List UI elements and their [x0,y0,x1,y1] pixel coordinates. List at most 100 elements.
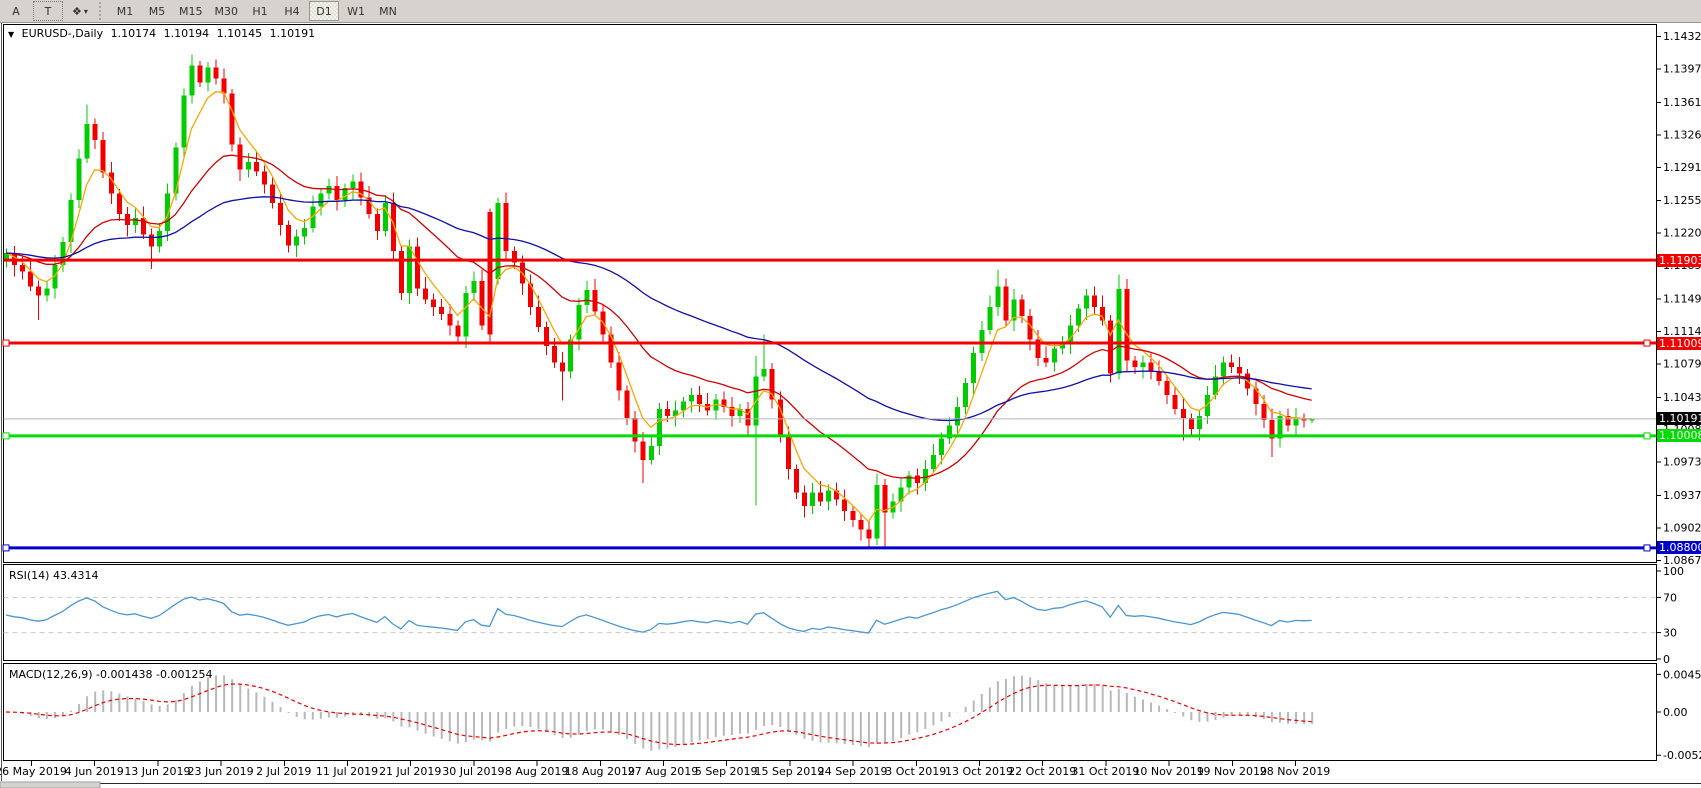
rsi-pane [3,564,1657,661]
candle-body [1293,418,1299,426]
candle-body [100,139,106,173]
ma-slow-line[interactable] [5,196,1312,422]
timeframe-button-d1[interactable]: D1 [309,1,339,21]
candle-body [278,202,284,226]
candle-body [116,193,122,215]
candle-body [1164,380,1170,395]
candle-body [584,290,590,305]
ma-fast-line[interactable] [5,91,1312,523]
moving-averages-layer [5,91,1312,523]
time-axis-label: 2 Jul 2019 [256,765,311,778]
candle-body [1253,388,1259,405]
time-axis-label: 26 May 2019 [0,765,67,778]
rsi-label: RSI(14) 43.4314 [9,569,99,582]
shapes-tool[interactable]: ❖ ▾ [72,4,88,18]
candle-body [1140,362,1146,368]
time-axis-label: 4 Jun 2019 [65,765,124,778]
collapse-arrow-icon[interactable]: ▼ [8,30,15,39]
candle-body [390,202,396,252]
price-axis-label: 1.11140 [1663,325,1701,338]
time-axis-label: 28 Nov 2019 [1260,765,1330,778]
candle-body [431,299,437,307]
candle-body [1003,286,1009,321]
hline-price-label: 1.11903 [1657,253,1701,267]
candle-body [1035,339,1041,358]
macd-layer: 0.004536 0.00 -0.005205 [5,668,1701,762]
candle-body [1172,394,1178,409]
toolbar: A T ❖ ▾ M1 M5 M15 M30 H1 H4 D1 W1 MN [0,0,1701,23]
candle-body [165,193,171,231]
candle-body [423,288,429,300]
candle-body [769,368,775,400]
candle-body [818,492,824,502]
candle-body [664,408,670,417]
candle-body [1309,418,1315,421]
timeframe-button-m1[interactable]: M1 [116,4,134,18]
candle-body [1196,416,1202,430]
rsi-line[interactable] [5,590,1312,634]
timeframe-button-m15[interactable]: M15 [179,4,203,18]
candle-body [971,353,977,383]
timeframe-button-h1[interactable]: H1 [252,4,268,18]
time-axis-label: 23 Jun 2019 [188,765,254,778]
timeframe-button-m5[interactable]: M5 [148,4,166,18]
price-axis-label: 1.09020 [1663,522,1701,535]
candle-body [463,292,469,337]
timeframe-button-m30[interactable]: M30 [214,4,239,18]
low-value: 1.10145 [216,27,263,40]
candle-body [28,271,34,287]
price-axis-label: 1.14320 [1663,30,1701,43]
price-axis: 1.14320 1.13970 1.13610 1.13260 1.12910 1.125… [1656,30,1701,567]
candle-body [269,184,275,203]
candle-body [382,202,388,231]
cursor-tool[interactable]: A [12,4,20,18]
candle-body [834,490,840,500]
candle-body [398,251,404,293]
candle-body [906,475,912,488]
price-axis-label: 1.11490 [1663,292,1701,305]
hline-handle[interactable] [2,339,10,347]
hline-price-label: 1.08800 [1657,541,1701,555]
candle-body [874,484,880,539]
macd-signal-line[interactable] [5,683,1312,746]
candle-body [737,408,743,417]
hline-handle[interactable] [1643,339,1651,347]
timeframe-button-h4[interactable]: H4 [284,4,300,18]
candle-body [1124,289,1130,361]
hline-handle[interactable] [1643,544,1651,552]
candle-body [866,529,872,539]
candle-body [697,394,703,405]
candle-body [439,306,445,315]
price-axis-label: 1.13610 [1663,96,1701,109]
time-axis-label: 31 Oct 2019 [1071,765,1139,778]
hline-handle[interactable] [2,432,10,440]
hline-handle[interactable] [2,544,10,552]
candle-body [1237,367,1243,374]
hline-handle[interactable] [1643,432,1651,440]
timeframe-button-mn[interactable]: MN [379,4,397,18]
ma-medium-line[interactable] [5,154,1312,479]
candle-body [721,399,727,407]
time-axis-label: 13 Jun 2019 [124,765,190,778]
price-axis-label: 1.09370 [1663,489,1701,502]
candle-body [681,401,687,411]
price-axis-label: 1.08670 [1663,554,1701,567]
candle-body [374,214,380,231]
candle-body [213,67,219,79]
candle-body [882,484,888,513]
timeframe-button-w1[interactable]: W1 [347,4,365,18]
candle-body [1277,416,1283,439]
candle-body [407,246,412,293]
close-value: 1.10191 [269,27,316,40]
time-axis-label: 19 Nov 2019 [1197,765,1267,778]
candle-body [810,492,815,507]
candle-body [640,441,646,460]
candle-body [544,327,550,346]
high-value: 1.10194 [163,27,210,40]
candle-body [455,325,461,337]
text-tool[interactable]: T [33,1,63,21]
candle-body [495,202,501,279]
